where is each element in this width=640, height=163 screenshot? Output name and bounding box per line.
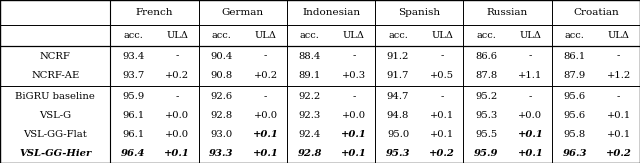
Text: -: - xyxy=(176,52,179,61)
Text: 95.9: 95.9 xyxy=(122,92,145,101)
Text: -: - xyxy=(529,92,532,101)
Text: +0.0: +0.0 xyxy=(165,130,189,139)
Text: VSL-G: VSL-G xyxy=(39,111,71,120)
Text: Croatian: Croatian xyxy=(573,8,619,17)
Text: -: - xyxy=(440,52,444,61)
Text: +0.1: +0.1 xyxy=(253,149,278,158)
Text: 95.9: 95.9 xyxy=(474,149,499,158)
Text: -: - xyxy=(440,92,444,101)
Text: 92.8: 92.8 xyxy=(211,111,232,120)
Text: +0.5: +0.5 xyxy=(430,71,454,80)
Text: -: - xyxy=(352,92,356,101)
Text: +0.1: +0.1 xyxy=(164,149,190,158)
Text: +0.1: +0.1 xyxy=(607,111,631,120)
Text: Russian: Russian xyxy=(487,8,528,17)
Text: Indonesian: Indonesian xyxy=(302,8,360,17)
Text: -: - xyxy=(529,52,532,61)
Text: 87.9: 87.9 xyxy=(563,71,586,80)
Text: 95.0: 95.0 xyxy=(387,130,409,139)
Text: 86.6: 86.6 xyxy=(476,52,497,61)
Text: 95.6: 95.6 xyxy=(564,92,586,101)
Text: 95.3: 95.3 xyxy=(386,149,410,158)
Text: 96.3: 96.3 xyxy=(563,149,587,158)
Text: +0.1: +0.1 xyxy=(607,130,631,139)
Text: +0.3: +0.3 xyxy=(342,71,366,80)
Text: -: - xyxy=(617,52,620,61)
Text: +0.1: +0.1 xyxy=(341,130,367,139)
Text: Spanish: Spanish xyxy=(398,8,440,17)
Text: 93.0: 93.0 xyxy=(211,130,232,139)
Text: +0.0: +0.0 xyxy=(253,111,278,120)
Text: 96.1: 96.1 xyxy=(122,130,145,139)
Text: +0.2: +0.2 xyxy=(429,149,455,158)
Text: +0.1: +0.1 xyxy=(430,130,454,139)
Text: 93.3: 93.3 xyxy=(209,149,234,158)
Text: +0.2: +0.2 xyxy=(253,71,278,80)
Text: ULΔ: ULΔ xyxy=(343,31,365,40)
Text: -: - xyxy=(352,52,356,61)
Text: 88.4: 88.4 xyxy=(299,52,321,61)
Text: 95.3: 95.3 xyxy=(476,111,497,120)
Text: +0.2: +0.2 xyxy=(606,149,632,158)
Text: +0.0: +0.0 xyxy=(342,111,366,120)
Text: 90.4: 90.4 xyxy=(211,52,233,61)
Text: VSL-GG-Hier: VSL-GG-Hier xyxy=(19,149,92,158)
Text: acc.: acc. xyxy=(212,31,232,40)
Text: 95.5: 95.5 xyxy=(476,130,497,139)
Text: 96.1: 96.1 xyxy=(122,111,145,120)
Text: -: - xyxy=(176,92,179,101)
Text: +0.1: +0.1 xyxy=(341,149,367,158)
Text: +1.1: +1.1 xyxy=(518,71,543,80)
Text: 95.8: 95.8 xyxy=(563,130,586,139)
Text: 91.2: 91.2 xyxy=(387,52,409,61)
Text: 92.4: 92.4 xyxy=(299,130,321,139)
Text: NCRF: NCRF xyxy=(40,52,70,61)
Text: acc.: acc. xyxy=(564,31,584,40)
Text: German: German xyxy=(221,8,264,17)
Text: +0.0: +0.0 xyxy=(165,111,189,120)
Text: +0.1: +0.1 xyxy=(253,130,278,139)
Text: 94.8: 94.8 xyxy=(387,111,409,120)
Text: 86.1: 86.1 xyxy=(563,52,586,61)
Text: ULΔ: ULΔ xyxy=(166,31,188,40)
Text: +0.0: +0.0 xyxy=(518,111,543,120)
Text: +0.1: +0.1 xyxy=(518,149,543,158)
Text: -: - xyxy=(264,52,268,61)
Text: 89.1: 89.1 xyxy=(299,71,321,80)
Text: ULΔ: ULΔ xyxy=(608,31,630,40)
Text: 95.2: 95.2 xyxy=(476,92,497,101)
Text: NCRF-AE: NCRF-AE xyxy=(31,71,79,80)
Text: acc.: acc. xyxy=(388,31,408,40)
Text: 87.8: 87.8 xyxy=(476,71,497,80)
Text: 92.6: 92.6 xyxy=(211,92,232,101)
Text: French: French xyxy=(136,8,173,17)
Text: -: - xyxy=(617,92,620,101)
Text: 93.4: 93.4 xyxy=(122,52,145,61)
Text: 90.8: 90.8 xyxy=(211,71,232,80)
Text: 92.3: 92.3 xyxy=(299,111,321,120)
Text: 92.8: 92.8 xyxy=(298,149,322,158)
Text: 91.7: 91.7 xyxy=(387,71,409,80)
Text: BiGRU baseline: BiGRU baseline xyxy=(15,92,95,101)
Text: acc.: acc. xyxy=(476,31,496,40)
Text: 96.4: 96.4 xyxy=(121,149,145,158)
Text: ULΔ: ULΔ xyxy=(255,31,276,40)
Text: +1.2: +1.2 xyxy=(607,71,631,80)
Text: VSL-GG-Flat: VSL-GG-Flat xyxy=(23,130,87,139)
Text: 94.7: 94.7 xyxy=(387,92,409,101)
Text: acc.: acc. xyxy=(124,31,143,40)
Text: acc.: acc. xyxy=(300,31,320,40)
Text: ULΔ: ULΔ xyxy=(520,31,541,40)
Text: 92.2: 92.2 xyxy=(299,92,321,101)
Text: 95.6: 95.6 xyxy=(564,111,586,120)
Text: +0.1: +0.1 xyxy=(518,130,543,139)
Text: +0.2: +0.2 xyxy=(165,71,189,80)
Text: +0.1: +0.1 xyxy=(430,111,454,120)
Text: 93.7: 93.7 xyxy=(122,71,145,80)
Text: -: - xyxy=(264,92,268,101)
Text: ULΔ: ULΔ xyxy=(431,31,453,40)
